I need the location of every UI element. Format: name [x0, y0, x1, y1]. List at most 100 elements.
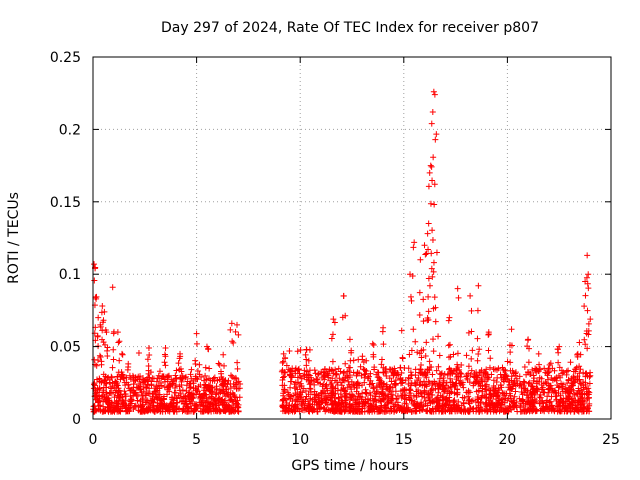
data-point [418, 362, 425, 369]
data-point [568, 396, 575, 403]
data-point [332, 366, 339, 373]
data-point [280, 358, 287, 365]
data-point [200, 408, 207, 415]
data-point [342, 312, 349, 319]
data-point [155, 406, 162, 413]
data-point [196, 391, 203, 398]
data-point [478, 376, 485, 383]
y-tick-label: 0.1 [59, 267, 81, 283]
data-point [412, 372, 419, 379]
data-point [510, 381, 517, 388]
data-point [455, 294, 462, 301]
data-point [422, 382, 429, 389]
data-point [344, 368, 351, 375]
data-point [524, 407, 531, 414]
data-point [299, 407, 306, 414]
data-point [117, 376, 124, 383]
data-point [343, 400, 350, 407]
data-point [192, 376, 199, 383]
data-point [552, 389, 559, 396]
data-point [117, 405, 124, 412]
data-point [176, 394, 183, 401]
data-point [423, 339, 430, 346]
data-point [108, 373, 115, 380]
data-point [398, 327, 405, 334]
data-point [410, 326, 417, 333]
data-point [303, 356, 310, 363]
data-point [134, 391, 141, 398]
data-point [583, 274, 590, 281]
data-point [421, 378, 428, 385]
data-point [555, 359, 562, 366]
y-tick-label: 0 [72, 412, 81, 428]
data-point [144, 356, 151, 363]
data-point [560, 395, 567, 402]
data-point [497, 371, 504, 378]
data-point [156, 368, 163, 375]
data-point [447, 375, 454, 382]
data-point [213, 383, 220, 390]
data-point [322, 390, 329, 397]
data-point [435, 333, 442, 340]
data-point [381, 395, 388, 402]
data-point [322, 383, 329, 390]
data-point [351, 384, 358, 391]
data-point [103, 380, 110, 387]
data-point [123, 402, 130, 409]
data-point [476, 346, 483, 353]
data-point [330, 384, 337, 391]
data-point [417, 366, 424, 373]
data-point [134, 397, 141, 404]
data-point [367, 392, 374, 399]
data-point [175, 360, 182, 367]
data-point [333, 379, 340, 386]
data-point [209, 377, 216, 384]
data-point [343, 372, 350, 379]
data-point [95, 314, 102, 321]
data-point [416, 289, 423, 296]
data-point [483, 381, 490, 388]
data-point [442, 396, 449, 403]
data-point [370, 351, 377, 358]
data-point [502, 395, 509, 402]
data-point [545, 408, 552, 415]
data-point [130, 381, 137, 388]
data-point [417, 256, 424, 263]
data-point [468, 367, 475, 374]
data-point [446, 354, 453, 361]
data-point [100, 339, 107, 346]
data-point [525, 359, 532, 366]
data-point [526, 379, 533, 386]
data-point [128, 376, 135, 383]
data-point [553, 397, 560, 404]
data-point [164, 391, 171, 398]
data-point [497, 401, 504, 408]
data-point [333, 371, 340, 378]
data-point [576, 376, 583, 383]
data-point [454, 407, 461, 414]
data-point [464, 375, 471, 382]
data-point [220, 351, 227, 358]
data-point [523, 371, 530, 378]
data-point [303, 368, 310, 375]
data-point [211, 397, 218, 404]
data-point [493, 390, 500, 397]
data-point [280, 350, 287, 357]
data-point [91, 261, 98, 268]
data-point [346, 336, 353, 343]
data-point [587, 316, 594, 323]
data-point [525, 380, 532, 387]
data-point [161, 384, 168, 391]
data-point [319, 374, 326, 381]
data-point [327, 394, 334, 401]
data-point [473, 388, 480, 395]
data-point [452, 371, 459, 378]
data-point [328, 335, 335, 342]
data-point [512, 369, 519, 376]
data-point [283, 402, 290, 409]
data-points [90, 88, 594, 415]
data-point [285, 391, 292, 398]
data-point [116, 357, 123, 364]
data-point [585, 388, 592, 395]
data-point [575, 396, 582, 403]
